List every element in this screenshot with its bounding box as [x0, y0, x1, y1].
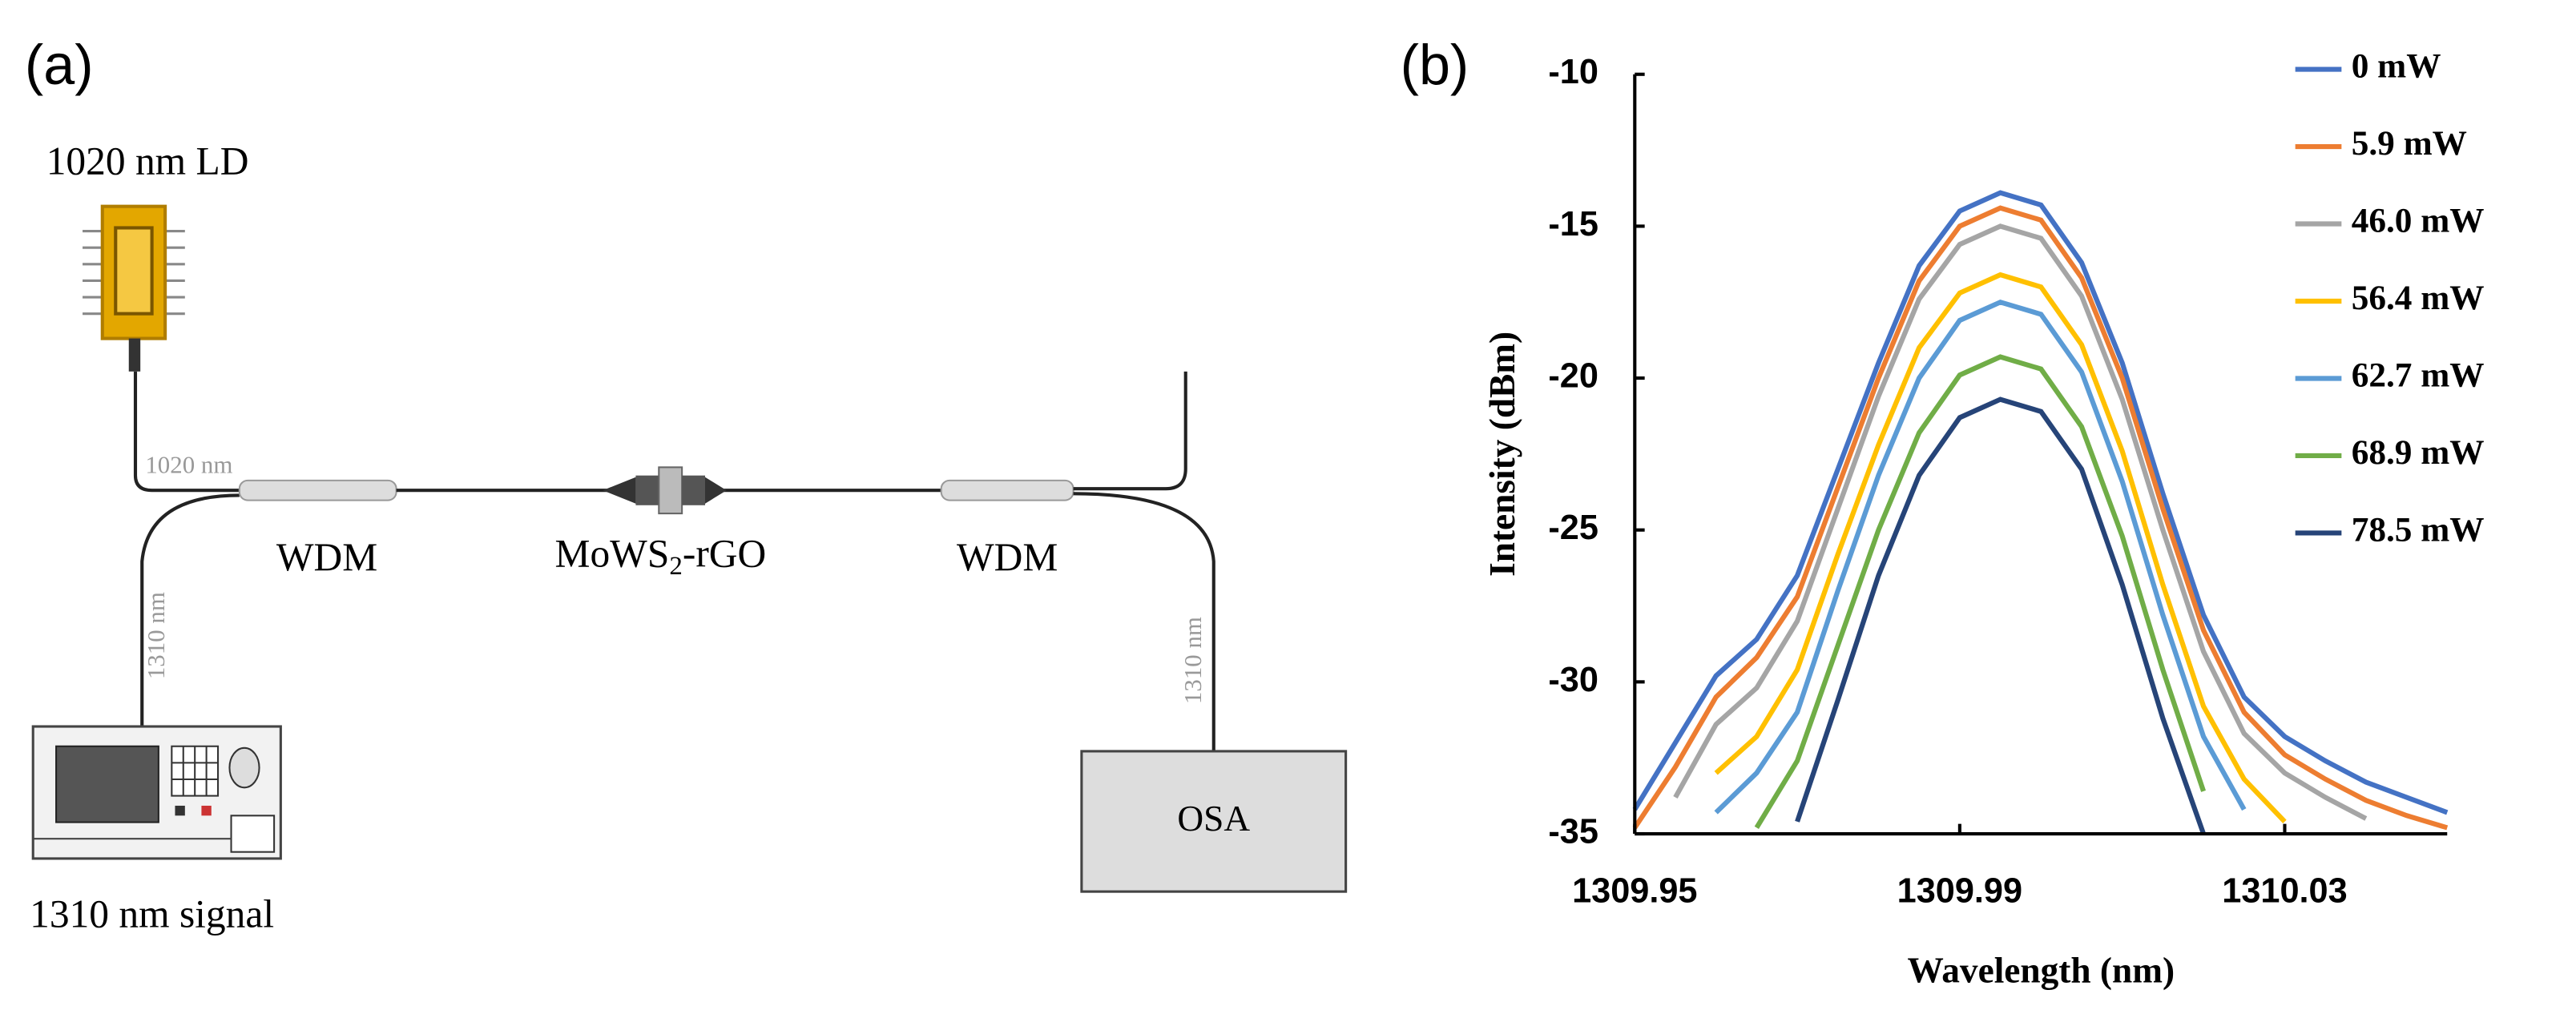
x-tick-label: 1309.95: [1572, 872, 1697, 911]
panel-label: (a): [25, 34, 94, 96]
series-line: [1714, 272, 2287, 823]
y-tick-label: -15: [1548, 205, 1598, 243]
fiber-label: 1020 nm: [145, 450, 232, 478]
pump-fiber: [133, 371, 240, 493]
sample-label: MoWS2-rGO: [554, 532, 766, 581]
sample-text: MoWS: [554, 532, 669, 576]
legend-label: 46.0 mW: [2352, 201, 2485, 239]
y-tick-label: -25: [1548, 509, 1598, 547]
y-axis-label: Intensity (dBm): [1482, 332, 1522, 577]
legend-label: 5.9 mW: [2352, 124, 2467, 163]
series-line: [1795, 396, 2206, 835]
fiber: [1073, 371, 1187, 491]
series-line: [1632, 205, 2449, 831]
x-tick-label: 1310.03: [2222, 872, 2347, 911]
wdm-label: WDM: [957, 535, 1058, 579]
plot: -10 -15 -20 -25 -30 -35 1309.95 1309.99 1310.03 0…: [1548, 47, 2484, 911]
laser-label: 1020 nm LD: [46, 139, 249, 183]
legend-label: 78.5 mW: [2352, 510, 2485, 549]
legend-label: 62.7 mW: [2352, 356, 2485, 394]
wdm: [238, 479, 397, 501]
laser-diode: [83, 204, 185, 372]
sample-tail: -rGO: [683, 532, 766, 576]
signal-source: [31, 725, 282, 860]
y-tick-label: -35: [1548, 812, 1598, 851]
series-line: [1714, 299, 2247, 815]
legend-label: 0 mW: [2352, 47, 2441, 86]
series-line: [1673, 223, 2368, 821]
signal-fiber: [140, 493, 240, 727]
y-tick-label: -30: [1548, 661, 1598, 699]
sample-holder: [603, 466, 727, 515]
panel-label: (b): [1401, 34, 1469, 96]
wdm: [940, 479, 1074, 501]
wdm-label: WDM: [276, 535, 377, 579]
osa-label: OSA: [1177, 799, 1250, 839]
y-tick-label: -10: [1548, 53, 1598, 91]
sample-sub: 2: [669, 552, 682, 581]
legend-label: 68.9 mW: [2352, 433, 2485, 472]
setup-diagram: (a) 1020 nm LD 1020 nm 1310 nm WDM MoWS2…: [25, 34, 1348, 935]
series-line: [1754, 354, 2206, 830]
fiber-label: 1310 nm: [142, 592, 170, 679]
x-tick-label: 1309.99: [1897, 872, 2022, 911]
source-label: 1310 nm signal: [30, 891, 274, 935]
legend-label: 56.4 mW: [2352, 279, 2485, 317]
osa-box: [1080, 750, 1348, 893]
fiber-label: 1310 nm: [1179, 617, 1207, 704]
y-tick-label: -20: [1548, 356, 1598, 395]
x-axis-label: Wavelength (nm): [1907, 951, 2175, 991]
series-line: [1632, 190, 2449, 815]
output-fiber: [1073, 492, 1215, 751]
